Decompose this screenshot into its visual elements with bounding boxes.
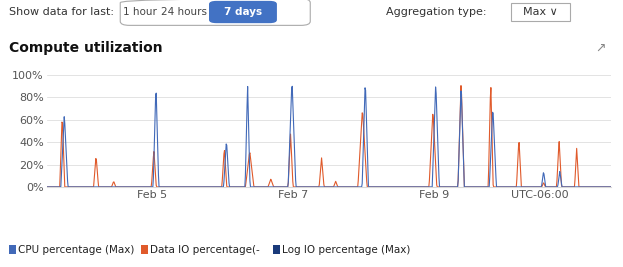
Text: Compute utilization: Compute utilization: [9, 41, 163, 55]
Text: 7 days: 7 days: [224, 7, 262, 17]
Text: Aggregation type:: Aggregation type:: [386, 7, 487, 17]
Text: 24 hours: 24 hours: [161, 7, 207, 17]
Text: ↗: ↗: [595, 41, 606, 54]
Text: Data IO percentage(-: Data IO percentage(-: [150, 245, 260, 255]
Text: Log IO percentage (Max): Log IO percentage (Max): [282, 245, 411, 255]
Text: Show data for last:: Show data for last:: [9, 7, 115, 17]
Text: Max ∨: Max ∨: [523, 7, 558, 17]
Text: 1 hour: 1 hour: [123, 7, 157, 17]
Text: CPU percentage (Max): CPU percentage (Max): [18, 245, 135, 255]
